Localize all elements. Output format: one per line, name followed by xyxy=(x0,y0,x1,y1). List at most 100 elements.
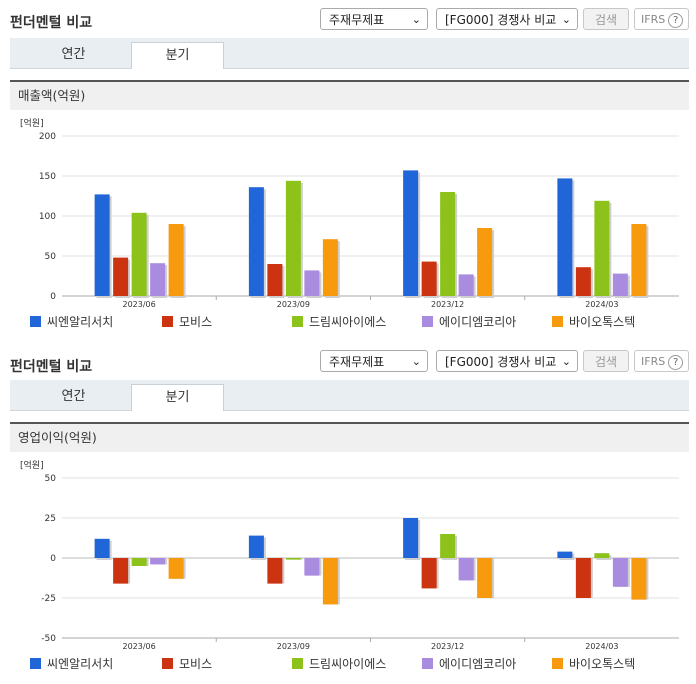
tab-annual[interactable]: 연간 xyxy=(61,389,86,404)
bar xyxy=(131,558,147,566)
section-title: 펀더멘털 비교 xyxy=(10,15,93,31)
help-icon: ? xyxy=(668,12,684,28)
legend-swatch xyxy=(292,316,303,327)
chevron-down-icon: ⌄ xyxy=(561,13,571,26)
tab-quarterly[interactable]: 분기 xyxy=(131,42,224,69)
bar xyxy=(113,558,129,584)
bar xyxy=(304,270,320,296)
x-tick-label: 2023/06 xyxy=(123,300,156,309)
bar xyxy=(421,558,437,589)
unit-label: [억원] xyxy=(20,459,44,471)
legend-swatch xyxy=(292,658,303,669)
legend-item[interactable]: 씨엔알리서치 xyxy=(30,313,113,330)
tab-annual[interactable]: 연간 xyxy=(61,47,86,62)
legend-label: 모비스 xyxy=(179,315,213,329)
legend-swatch xyxy=(422,658,433,669)
x-tick-label: 2023/06 xyxy=(123,642,156,651)
revenue-chart: [억원] 0 50 100 150 200 2023/06 2023/09 2023/12 202… xyxy=(20,117,679,309)
bar xyxy=(594,553,610,558)
bar xyxy=(612,558,628,587)
legend-label: 에이디엠코리아 xyxy=(439,657,517,671)
bar xyxy=(94,538,110,558)
legend-item[interactable]: 바이오톡스텍 xyxy=(552,313,635,330)
chevron-down-icon: ⌄ xyxy=(411,13,421,26)
x-tick-label: 2023/09 xyxy=(277,300,310,309)
legend-swatch xyxy=(422,316,433,327)
search-button[interactable]: 검색 xyxy=(583,350,629,372)
fundamental-section-2: 펀더멘털 비교 주재무제표 ⌄ [FG000] 경쟁사 비교 ⌄ 검색 IFRS? … xyxy=(0,342,696,684)
bar xyxy=(557,178,573,296)
legend-item[interactable]: 모비스 xyxy=(162,313,212,330)
ifrs-help-button[interactable]: IFRS? xyxy=(634,350,689,372)
unit-label: [억원] xyxy=(20,117,44,129)
bar xyxy=(477,228,493,296)
legend-item[interactable]: 모비스 xyxy=(162,655,212,672)
ifrs-label: IFRS xyxy=(641,13,666,26)
legend-item[interactable]: 드림씨아이에스 xyxy=(292,655,386,672)
y-tick-label: 25 xyxy=(45,514,56,524)
bar xyxy=(594,200,610,296)
y-tick-label: 0 xyxy=(50,554,56,564)
legend-label: 씨엔알리서치 xyxy=(47,315,114,329)
legend-item[interactable]: 드림씨아이에스 xyxy=(292,313,386,330)
bar xyxy=(322,558,338,605)
legend-swatch xyxy=(30,658,41,669)
financial-statement-select[interactable]: 주재무제표 ⌄ xyxy=(320,350,428,372)
bar xyxy=(150,263,166,296)
section-title: 펀더멘털 비교 xyxy=(10,359,93,375)
bar xyxy=(168,224,184,296)
select-value: 주재무제표 xyxy=(329,355,385,369)
legend-label: 바이오톡스텍 xyxy=(569,657,636,671)
y-tick-label: 200 xyxy=(39,132,56,142)
comparison-group-select[interactable]: [FG000] 경쟁사 비교 ⌄ xyxy=(436,350,578,372)
ifrs-label: IFRS xyxy=(641,355,666,368)
legend-swatch xyxy=(30,316,41,327)
legend-label: 에이디엠코리아 xyxy=(439,315,517,329)
legend-item[interactable]: 바이오톡스텍 xyxy=(552,655,635,672)
ifrs-help-button[interactable]: IFRS? xyxy=(634,8,689,30)
search-button[interactable]: 검색 xyxy=(583,8,629,30)
select-value: 주재무제표 xyxy=(329,13,385,27)
legend-swatch xyxy=(552,658,563,669)
chevron-down-icon: ⌄ xyxy=(411,355,421,368)
chart-title: 영업이익(억원) xyxy=(10,422,689,452)
y-tick-label: 100 xyxy=(39,212,56,222)
x-tick-label: 2023/09 xyxy=(277,642,310,651)
bar xyxy=(304,558,320,576)
x-tick-label: 2024/03 xyxy=(585,300,618,309)
financial-statement-select[interactable]: 주재무제표 ⌄ xyxy=(320,8,428,30)
bar xyxy=(131,212,147,296)
comparison-group-select[interactable]: [FG000] 경쟁사 비교 ⌄ xyxy=(436,8,578,30)
legend-item[interactable]: 에이디엠코리아 xyxy=(422,313,516,330)
chevron-down-icon: ⌄ xyxy=(561,355,571,368)
operating-profit-chart: [억원] -50 -25 0 25 50 2023/06 2023/09 2023/12 2024… xyxy=(20,459,679,651)
y-tick-label: 0 xyxy=(50,292,56,302)
bar xyxy=(248,187,264,296)
bar xyxy=(440,534,456,558)
legend-label: 드림씨아이에스 xyxy=(309,315,387,329)
legend-label: 바이오톡스텍 xyxy=(569,315,636,329)
bar xyxy=(168,558,184,579)
select-value: [FG000] 경쟁사 비교 xyxy=(445,355,557,369)
x-tick-label: 2023/12 xyxy=(431,300,464,309)
bar xyxy=(267,264,283,296)
y-tick-label: 150 xyxy=(39,172,56,182)
legend-label: 드림씨아이에스 xyxy=(309,657,387,671)
bar xyxy=(440,192,456,296)
bar xyxy=(248,535,264,558)
bar xyxy=(612,273,628,296)
y-tick-label: 50 xyxy=(45,252,57,262)
bar xyxy=(458,274,474,296)
legend-item[interactable]: 에이디엠코리아 xyxy=(422,655,516,672)
select-value: [FG000] 경쟁사 비교 xyxy=(445,13,557,27)
tab-quarterly[interactable]: 분기 xyxy=(131,384,224,411)
period-tabs: 연간 분기 xyxy=(10,38,689,69)
legend-swatch xyxy=(162,316,173,327)
period-tabs: 연간 분기 xyxy=(10,380,689,411)
legend-swatch xyxy=(162,658,173,669)
help-icon: ? xyxy=(668,354,684,370)
bar xyxy=(285,558,301,560)
chart-title: 매출액(억원) xyxy=(10,80,689,110)
legend-item[interactable]: 씨엔알리서치 xyxy=(30,655,113,672)
bar xyxy=(113,257,129,296)
